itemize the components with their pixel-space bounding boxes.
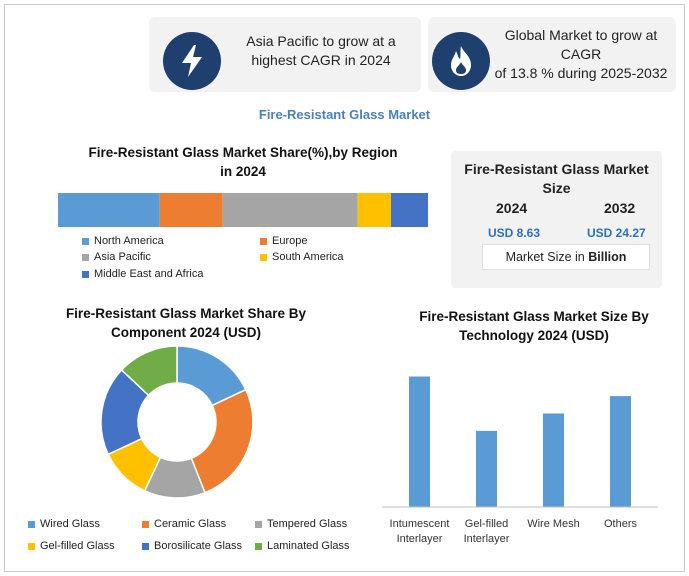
year-2032-label: 2032 — [604, 200, 636, 216]
main-title: Fire-Resistant Glass Market — [258, 107, 431, 122]
region-bar-segment-europe — [159, 193, 223, 227]
tech-bar-gel-filled-interlayer — [476, 430, 497, 507]
legend-label: Borosilicate Glass — [154, 540, 243, 552]
infographic-frame — [4, 4, 685, 572]
region-bar-segment-middle-east-and-africa — [391, 193, 428, 227]
legend-swatch — [82, 270, 89, 278]
unit-prefix: Market Size in — [505, 250, 589, 264]
legend-swatch — [255, 542, 262, 550]
donut-slice-laminated-glass — [120, 345, 178, 397]
legend-item-middle-east-africa: Middle East and Africa — [82, 268, 203, 280]
legend-swatch — [142, 542, 149, 550]
legend-label: Middle East and Africa — [94, 268, 204, 280]
legend-item-laminated-glass: Laminated Glass — [255, 540, 350, 552]
technology-bar-chart: Intumescent Interlayer Gel-filled Interlaye… — [382, 376, 658, 545]
legend-swatch — [260, 253, 267, 261]
tech-bar-intumescent-interlayer — [409, 376, 430, 507]
value-2024-label: USD 8.63 — [488, 226, 541, 240]
highlight-card-asia-pacific: Asia Pacific to grow at a highest CAGR i… — [149, 17, 421, 92]
region-bar-segment-south-america — [357, 193, 391, 227]
legend-swatch — [142, 520, 149, 528]
legend-item-asia-pacific: Asia Pacific — [82, 251, 151, 263]
lightning-bolt-icon — [163, 32, 221, 90]
donut-slice-ceramic-glass — [190, 388, 254, 494]
highlight-card-global-cagr: Global Market to grow at CAGR of 13.8 % … — [428, 17, 676, 92]
legend-swatch — [28, 542, 35, 550]
legend-swatch — [255, 520, 262, 528]
unit-bold: Billion — [588, 250, 627, 264]
tech-tick-label: Interlayer — [397, 533, 443, 545]
legend-item-ceramic-glass: Ceramic Glass — [142, 518, 226, 530]
legend-swatch — [82, 253, 89, 261]
legend-label: South America — [272, 251, 344, 263]
legend-swatch — [82, 237, 89, 245]
value-2032-label: USD 24.27 — [587, 226, 646, 240]
legend-label: Gel-filled Glass — [40, 540, 115, 552]
tech-bar-others — [610, 396, 631, 507]
flame-icon — [432, 32, 490, 90]
tech-tick-label: Intumescent — [390, 518, 450, 530]
legend-label: Tempered Glass — [267, 518, 348, 530]
legend-swatch — [260, 237, 267, 245]
legend-item-wired-glass: Wired Glass — [28, 518, 100, 530]
highlight-card-text: Asia Pacific to grow at a highest CAGR i… — [246, 33, 396, 68]
market-size-box: Fire-Resistant Glass Market Size 2024 20… — [451, 151, 662, 288]
legend-label: Europe — [272, 235, 308, 247]
tech-tick-label: Others — [604, 518, 638, 530]
highlight-card-text: Global Market to grow at CAGR of 13.8 % … — [494, 27, 668, 81]
component-donut-chart — [100, 345, 254, 499]
legend-label: North America — [94, 235, 164, 247]
tech-tick-label: Wire Mesh — [527, 518, 580, 530]
legend-label: Ceramic Glass — [154, 518, 227, 530]
legend-label: Wired Glass — [40, 518, 100, 530]
legend-item-tempered-glass: Tempered Glass — [255, 518, 347, 530]
tech-tick-label: Gel-filled — [465, 518, 508, 530]
region-bar-segment-asia-pacific — [222, 193, 358, 227]
legend-item-south-america: South America — [260, 251, 344, 263]
legend-item-north-america: North America — [82, 235, 164, 247]
legend-label: Laminated Glass — [267, 540, 350, 552]
year-2024-label: 2024 — [496, 200, 528, 216]
region-bar-segment-north-america — [58, 193, 160, 227]
market-size-title: Fire-Resistant Glass Market Size — [464, 161, 649, 196]
legend-item-gel-filled-glass: Gel-filled Glass — [28, 540, 115, 552]
technology-chart-title: Fire-Resistant Glass Market Size By Tech… — [419, 309, 649, 343]
legend-item-borosilicate-glass: Borosilicate Glass — [142, 540, 242, 552]
component-chart-title: Fire-Resistant Glass Market Share By Com… — [65, 306, 307, 340]
market-size-unit: Market Size in Billion — [482, 244, 650, 270]
region-chart-title: Fire-Resistant Glass Market Share(%),by … — [88, 145, 398, 179]
legend-swatch — [28, 520, 35, 528]
region-stacked-bar-chart — [58, 193, 428, 227]
tech-tick-label: Interlayer — [464, 533, 510, 545]
legend-item-europe: Europe — [260, 235, 307, 247]
legend-label: Asia Pacific — [94, 251, 151, 263]
tech-bar-wire-mesh — [543, 413, 564, 507]
